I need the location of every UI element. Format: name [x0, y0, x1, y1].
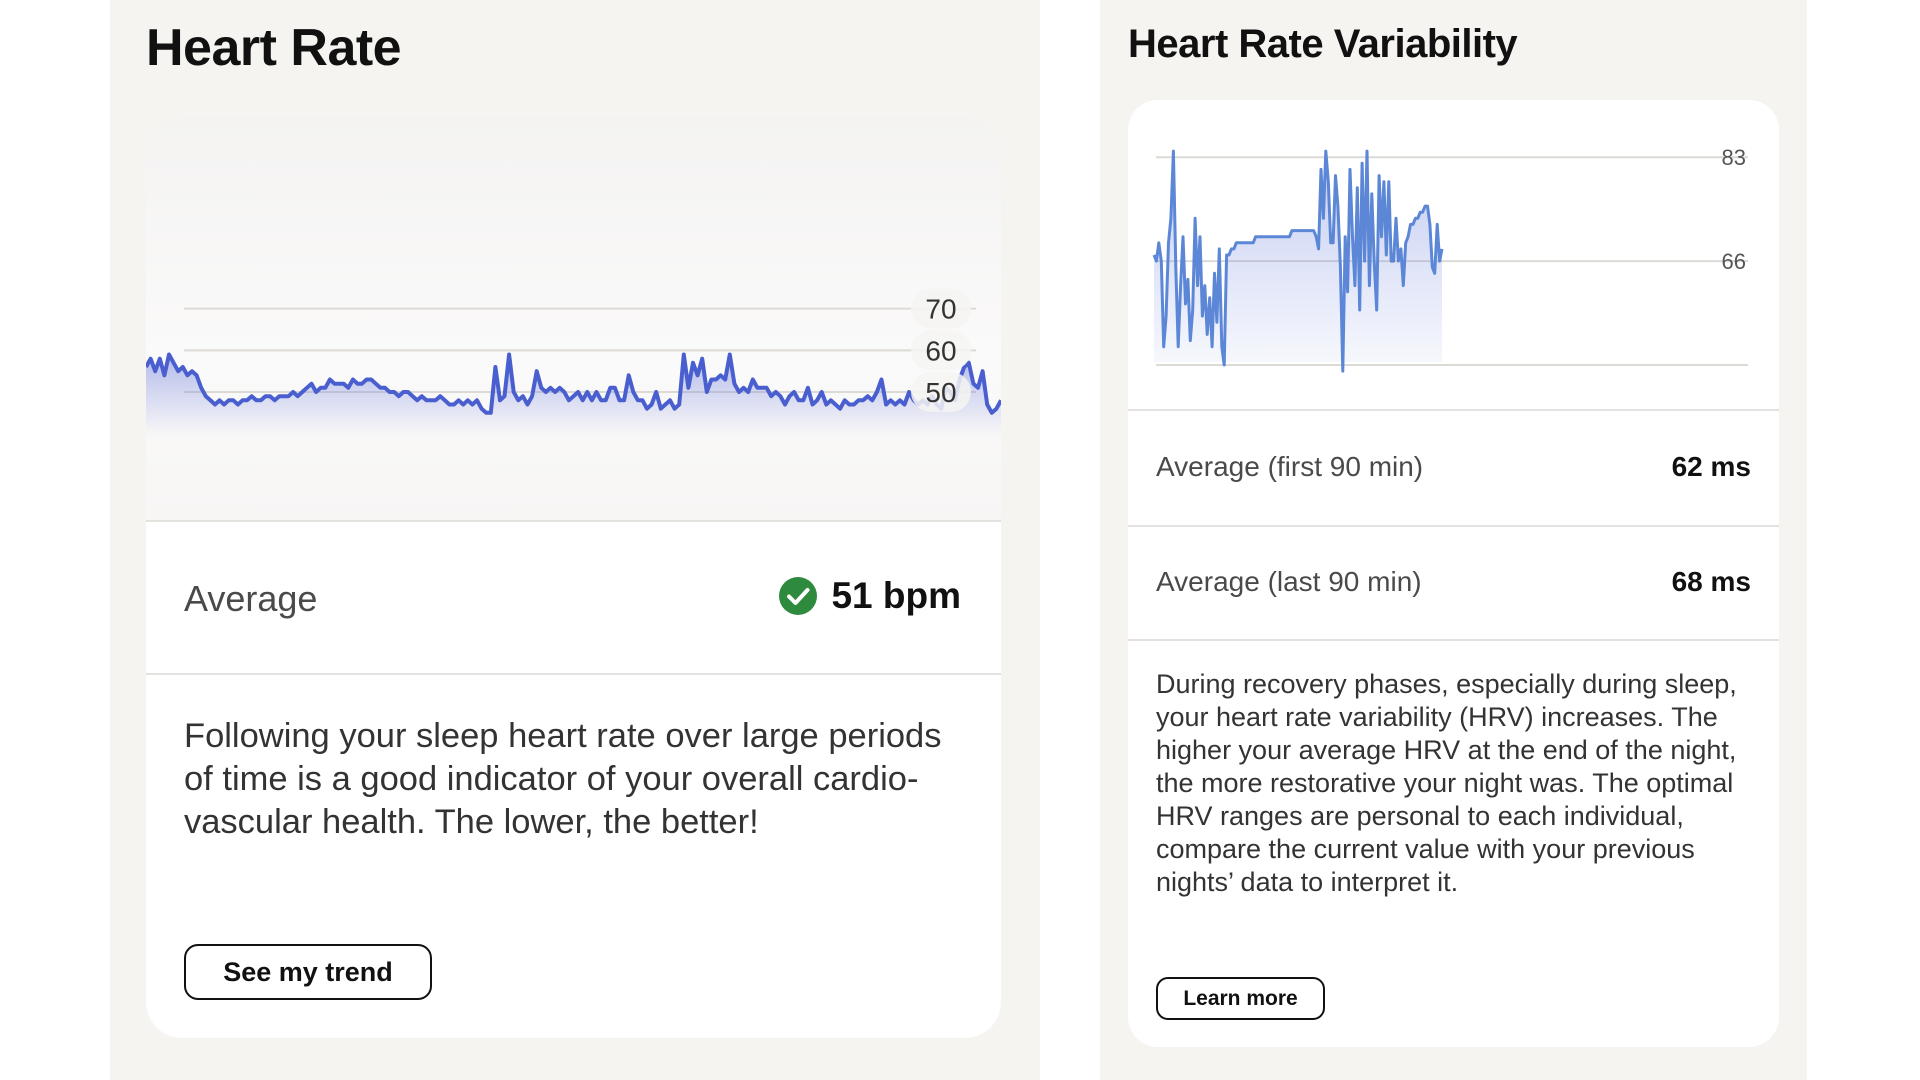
tick-label-background	[911, 372, 971, 412]
tick-label-background	[911, 330, 971, 371]
hrv-panel: Heart Rate Variability 83 66 Average (fir…	[1100, 0, 1807, 1080]
divider	[146, 520, 1001, 522]
tick-label-background	[911, 288, 971, 329]
heart-rate-chart-svg: 70 60 50	[146, 288, 1001, 437]
heart-rate-description: Following your sleep heart rate over lar…	[184, 717, 942, 841]
heart-rate-area	[146, 354, 1001, 437]
learn-more-button[interactable]: Learn more	[1156, 977, 1325, 1020]
see-my-trend-button[interactable]: See my trend	[184, 944, 432, 1000]
first-90-label: Average (first 90 min)	[1156, 451, 1424, 482]
average-value: 51 bpm	[831, 575, 961, 616]
last-90-label: Average (last 90 min)	[1156, 566, 1422, 597]
check-circle-icon	[779, 577, 818, 615]
heart-rate-chart: 70 60 50	[146, 117, 1001, 520]
hrv-card: 83 66 Average (first 90 min) 62 ms Averag…	[1128, 100, 1779, 1047]
average-label: Average	[184, 578, 318, 619]
tick-label: 70	[925, 294, 956, 325]
hrv-line	[1152, 149, 1444, 373]
hrv-description: During recovery phases, especially durin…	[1156, 669, 1737, 897]
divider	[1128, 409, 1779, 411]
divider	[1128, 639, 1779, 641]
tick-label: 50	[925, 377, 956, 408]
heart-rate-card: 70 60 50 Average 51 bpm Following your sle…	[146, 117, 1001, 1038]
hrv-chart: 83 66	[1128, 100, 1779, 409]
heart-rate-title: Heart Rate	[146, 19, 402, 77]
divider	[1128, 525, 1779, 527]
tick-label: 66	[1722, 249, 1746, 274]
tick-label: 83	[1722, 145, 1746, 170]
hrv-title: Heart Rate Variability	[1128, 22, 1518, 66]
hrv-chart-svg: 83 66	[1152, 145, 1748, 373]
heart-rate-line	[146, 352, 1001, 415]
average-value-group: 51 bpm	[779, 575, 961, 617]
divider	[146, 673, 1001, 675]
first-90-value: 62 ms	[1671, 451, 1751, 482]
tick-label: 60	[925, 335, 956, 366]
last-90-value: 68 ms	[1671, 566, 1751, 597]
heart-rate-panel: Heart Rate 70 60 50 Average 51	[110, 0, 1040, 1080]
